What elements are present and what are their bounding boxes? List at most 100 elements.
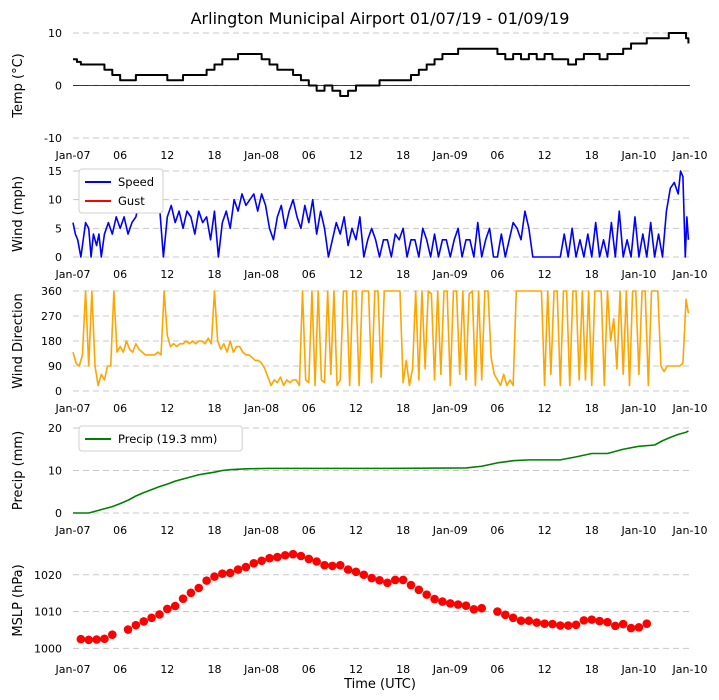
data-point: [320, 560, 329, 570]
y-tick-label: 0: [55, 385, 62, 398]
y-tick-label: 15: [48, 165, 62, 178]
data-point: [579, 616, 589, 625]
y-tick-label: 360: [41, 285, 62, 298]
x-tick-label: Jan-07: [55, 402, 91, 415]
x-tick-label: 06: [490, 268, 504, 281]
y-axis-label: Wind Direction: [11, 293, 26, 389]
x-tick-label: 18: [585, 149, 599, 162]
x-tick-label: 12: [538, 524, 552, 537]
x-tick-label: 18: [207, 268, 221, 281]
y-axis-label: Wind (mph): [11, 176, 26, 252]
data-point: [540, 619, 549, 628]
data-point: [383, 578, 392, 588]
data-point: [139, 617, 149, 626]
x-tick-label: Jan-09: [432, 524, 468, 537]
data-point: [265, 553, 274, 563]
x-tick-label: 18: [396, 402, 410, 415]
data-point: [438, 597, 447, 606]
data-point: [548, 619, 557, 629]
y-axis-label: Temp (°C): [11, 53, 26, 119]
data-point: [626, 623, 636, 633]
data-point: [493, 607, 502, 616]
data-point: [107, 630, 117, 640]
data-point: [273, 552, 282, 562]
data-point: [359, 570, 369, 580]
data-point: [390, 575, 400, 585]
data-point: [500, 610, 510, 620]
data-point: [163, 604, 172, 614]
y-tick-label: 1000: [34, 642, 62, 655]
x-tick-label: 12: [538, 402, 552, 415]
data-point: [508, 613, 518, 623]
x-tick-label: 12: [349, 402, 363, 415]
y-tick-label: 0: [55, 80, 62, 93]
data-point: [469, 605, 479, 614]
data-point: [367, 573, 376, 583]
x-tick-label: 06: [490, 524, 504, 537]
x-tick-label: Jan-10: [620, 149, 656, 162]
x-tick-label: 12: [538, 663, 552, 676]
x-tick-label: Jan-10: [672, 268, 708, 281]
data-point: [618, 619, 628, 629]
data-point: [131, 620, 141, 630]
data-point: [170, 601, 180, 611]
x-tick-label: Jan-09: [432, 663, 468, 676]
data-point: [634, 623, 644, 632]
x-axis-label: Time (UTC): [343, 677, 416, 692]
x-tick-label: 06: [113, 524, 127, 537]
x-tick-label: Jan-08: [243, 663, 279, 676]
data-point: [406, 580, 416, 590]
panel-precip: 0 10 20 Precip (mm) Jan-07 06 12 18 Jan-08 06 12 18…: [11, 422, 707, 537]
data-point: [524, 616, 534, 626]
y-tick-label: 1010: [34, 606, 62, 619]
x-tick-label: 12: [160, 524, 174, 537]
y-tick-label: 1020: [34, 569, 62, 582]
y-tick-label: 90: [48, 360, 62, 373]
x-tick-label: 06: [302, 149, 316, 162]
data-point: [603, 617, 612, 627]
x-tick-label: 06: [113, 149, 127, 162]
x-tick-label: 12: [160, 268, 174, 281]
data-point: [186, 588, 196, 598]
x-tick-label: Jan-10: [620, 663, 656, 676]
panel-temp: -10 0 10 Temp (°C) Jan-07 06 12 18 Jan-08 06 12 18 J…: [11, 27, 707, 162]
data-point: [343, 565, 353, 574]
y-tick-label: 10: [48, 27, 62, 40]
x-tick-label: Jan-10: [672, 524, 708, 537]
data-point: [328, 561, 337, 571]
y-tick-label: 270: [41, 310, 62, 323]
x-tick-label: 12: [349, 663, 363, 676]
x-tick-label: Jan-08: [243, 268, 279, 281]
x-tick-label: 06: [113, 268, 127, 281]
data-point: [257, 556, 266, 566]
y-tick-label: 5: [55, 222, 62, 235]
data-point: [642, 619, 652, 628]
x-tick-label: 12: [349, 149, 363, 162]
x-tick-label: 06: [113, 663, 127, 676]
x-tick-label: 12: [349, 268, 363, 281]
data-point: [563, 621, 573, 630]
legend-label: Precip (19.3 mm): [118, 432, 217, 446]
data-point: [288, 549, 298, 559]
x-tick-label: 18: [396, 268, 410, 281]
x-tick-label: 18: [207, 663, 221, 676]
series-line-precip-19-3-mm-: [73, 430, 689, 514]
x-tick-label: Jan-09: [432, 402, 468, 415]
x-tick-label: 06: [302, 663, 316, 676]
data-point: [375, 575, 384, 585]
x-tick-label: Jan-09: [432, 268, 468, 281]
data-point: [571, 620, 581, 630]
chart-title: Arlington Municipal Airport 01/07/19 - 0…: [191, 9, 570, 28]
x-tick-label: 06: [302, 524, 316, 537]
panel-mslp: 1000 1010 1020 MSLP (hPa) Jan-07 06 12 18 Jan-08…: [11, 549, 707, 676]
x-tick-label: 18: [585, 524, 599, 537]
y-tick-label: 0: [55, 507, 62, 520]
legend-label: Gust: [118, 194, 145, 208]
x-tick-label: 12: [160, 402, 174, 415]
series-line-temp: [73, 32, 690, 97]
y-tick-label: 20: [48, 422, 62, 435]
x-tick-label: 06: [490, 402, 504, 415]
y-tick-label: 10: [48, 194, 62, 207]
series-line-speed: [72, 170, 690, 258]
